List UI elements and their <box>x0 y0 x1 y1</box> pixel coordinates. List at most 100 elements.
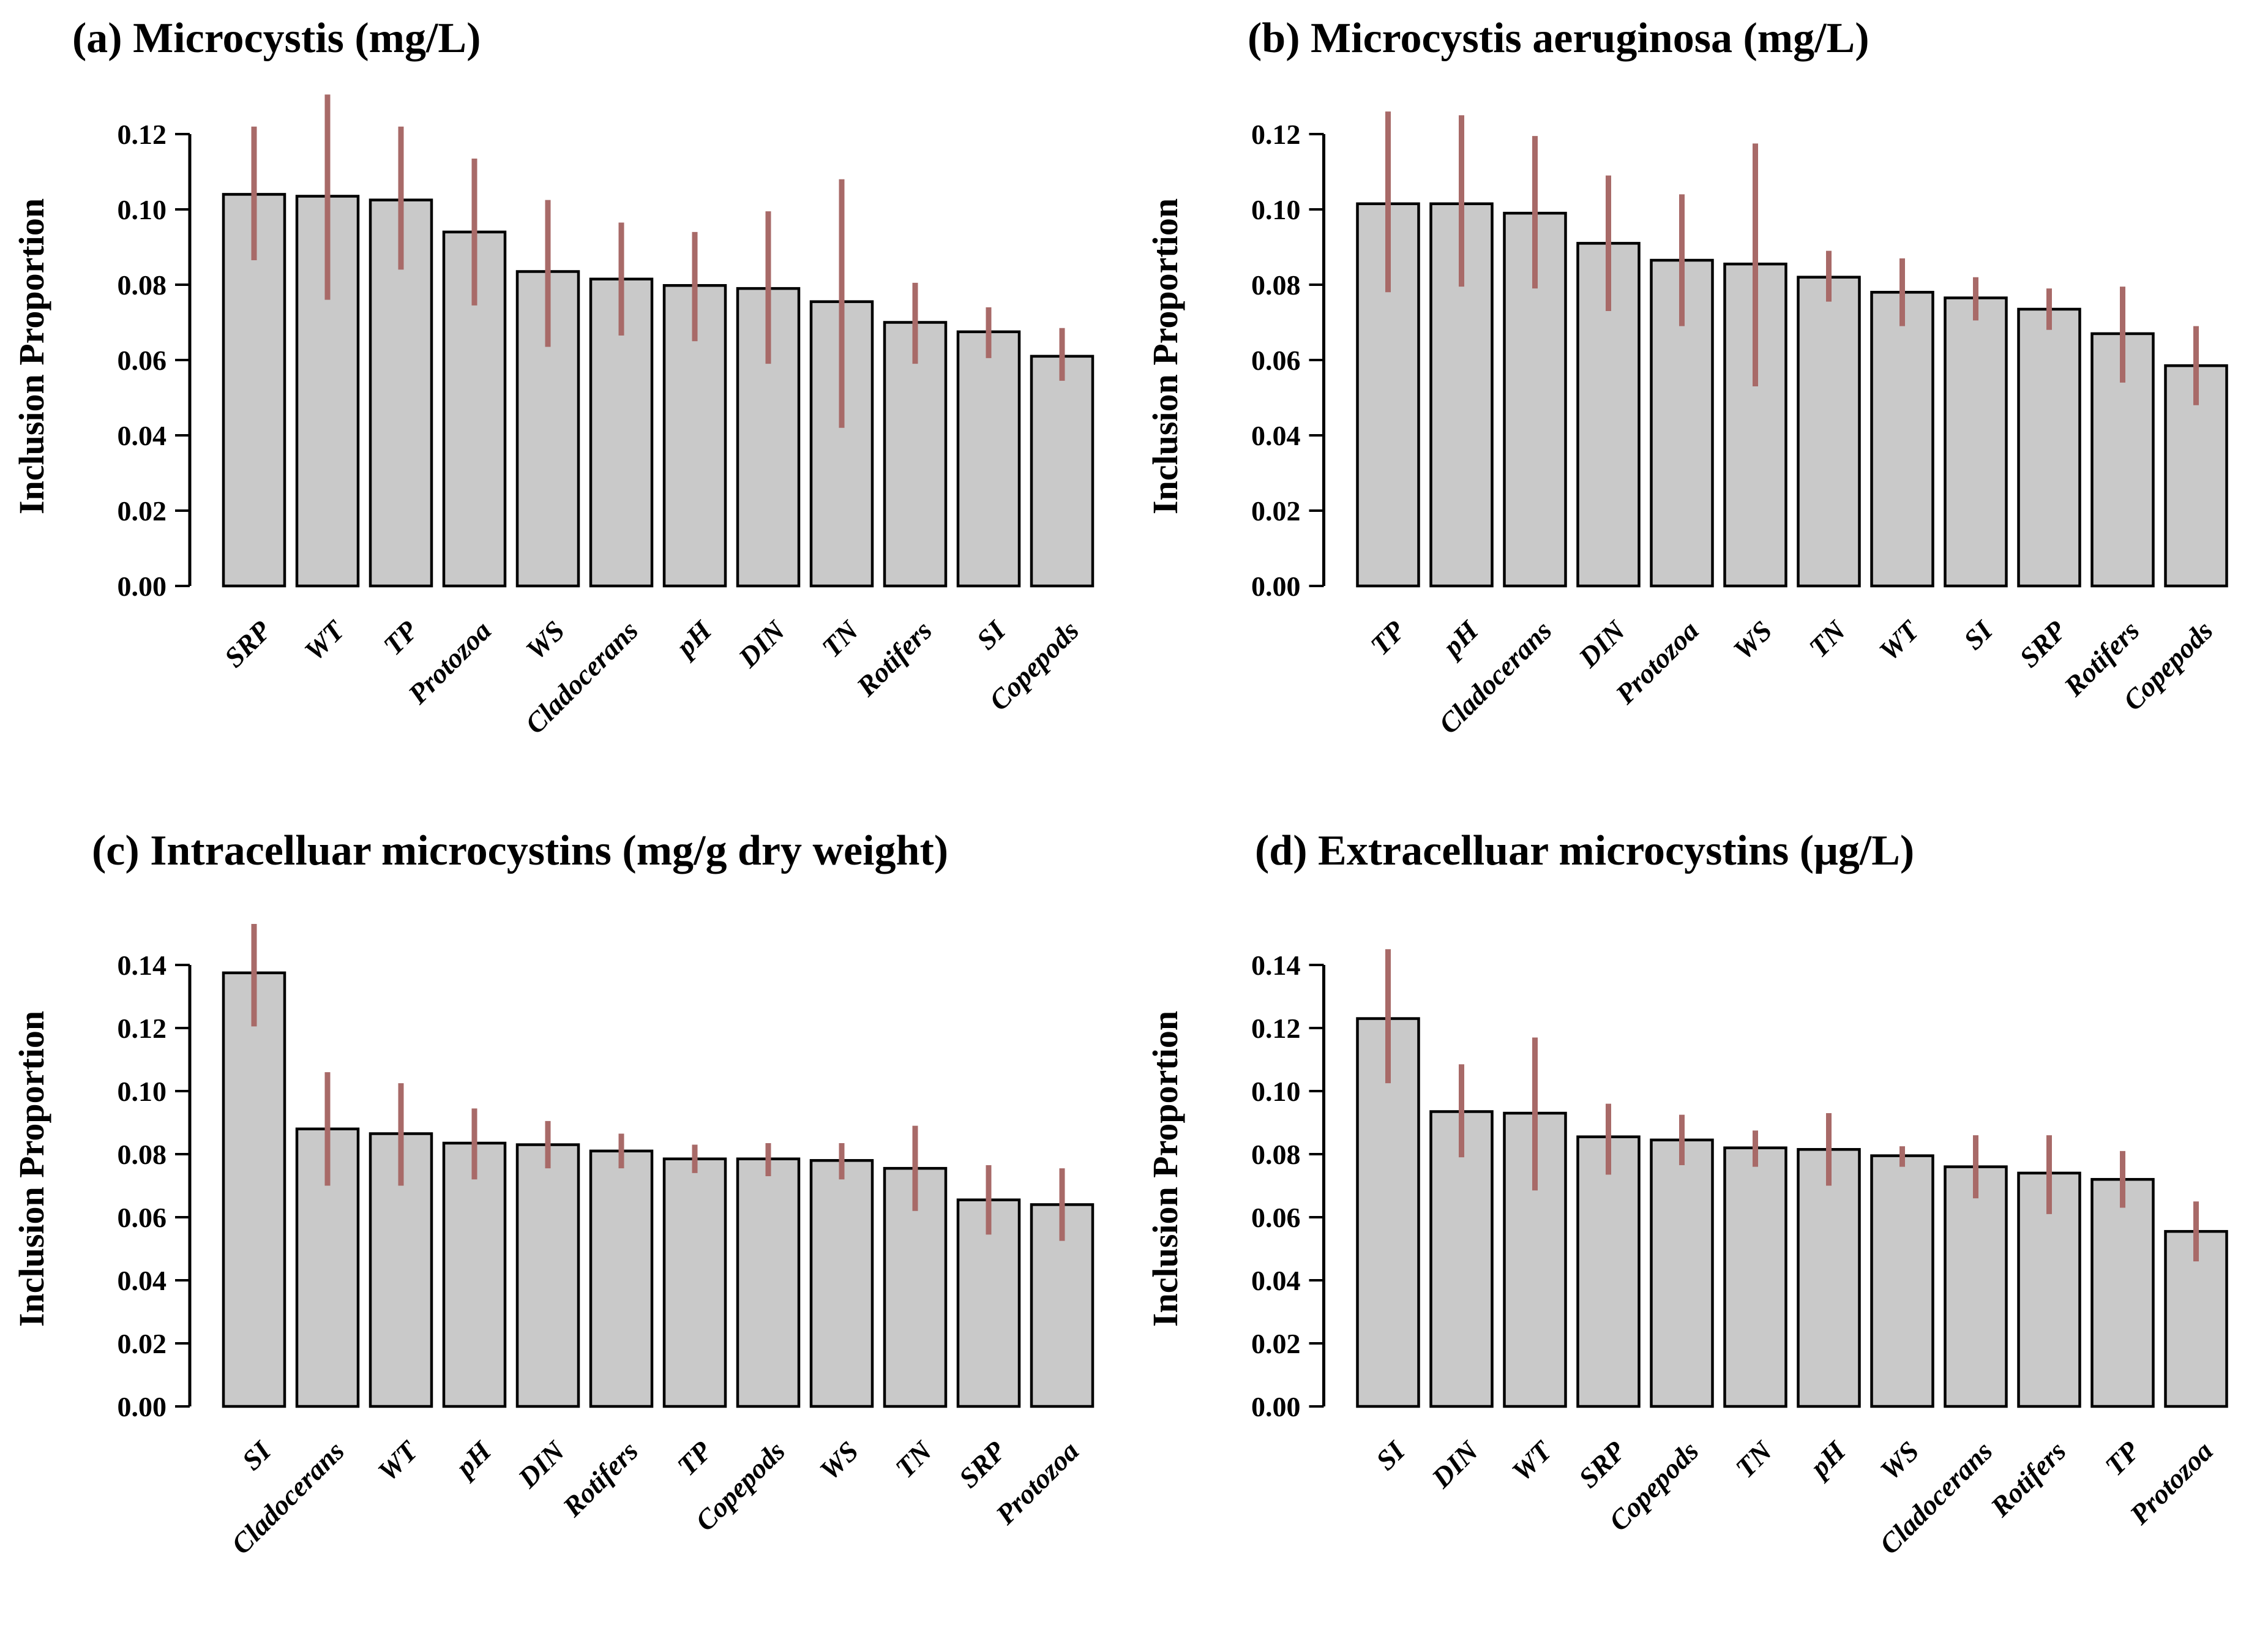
x-category-label: WT <box>1506 1435 1559 1487</box>
bar <box>883 321 948 588</box>
x-category-label: Rotifers <box>850 615 938 702</box>
bar <box>1429 1110 1494 1408</box>
y-tick-label: 0.00 <box>118 571 167 602</box>
bar <box>1030 355 1095 588</box>
x-category-label: TP <box>2099 1435 2146 1481</box>
x-category-label: SI <box>1370 1435 1412 1476</box>
x-category-label: WT <box>298 614 351 667</box>
x-category-label: WS <box>520 615 571 666</box>
y-tick-label: 0.06 <box>1251 1202 1301 1233</box>
x-category-label: TN <box>1729 1435 1779 1484</box>
x-category-label: WT <box>372 1435 424 1487</box>
x-category-label: Protozoa <box>402 615 497 710</box>
x-category-label: WS <box>1727 615 1778 666</box>
x-category-label: Protozoa <box>989 1435 1085 1531</box>
y-tick-label: 0.02 <box>118 495 167 527</box>
bar <box>662 1157 727 1408</box>
bar <box>809 300 874 588</box>
panel-c: (c) Intracelluar microcystins (mg/g dry … <box>0 812 1134 1625</box>
bar <box>1797 1148 1861 1408</box>
x-category-label: WS <box>814 1435 864 1486</box>
bar <box>1944 1165 2008 1408</box>
x-category-label: TP <box>1364 614 1411 661</box>
bar <box>2017 307 2081 588</box>
panel-c-chart: 0.000.020.040.060.080.100.120.14SICladoc… <box>118 924 1095 1560</box>
y-tick-label: 0.08 <box>1251 1139 1301 1170</box>
bar <box>736 1157 801 1408</box>
x-category-label: TN <box>1803 614 1852 664</box>
x-category-label: SRP <box>952 1435 1011 1493</box>
panel-d-title: (d) Extracelluar microcystins (μg/L) <box>1255 827 1915 874</box>
y-tick-label: 0.10 <box>118 194 167 225</box>
panel-a: (a) Microcystis (mg/L) Inclusion Proport… <box>0 0 1134 812</box>
x-category-label: pH <box>448 1435 498 1484</box>
x-category-label: SRP <box>2013 614 2072 673</box>
x-category-label: WS <box>1874 1435 1925 1486</box>
y-tick-label: 0.08 <box>118 1139 167 1170</box>
y-tick-label: 0.04 <box>1251 1265 1301 1296</box>
x-category-label: DIN <box>732 614 792 674</box>
x-category-label: SRP <box>1573 1435 1631 1493</box>
bar <box>222 971 286 1408</box>
panel-c-title: (c) Intracelluar microcystins (mg/g dry … <box>92 827 949 874</box>
y-tick-label: 0.00 <box>1251 571 1301 602</box>
x-category-label: pH <box>1435 614 1484 664</box>
x-category-label: DIN <box>512 1435 572 1495</box>
bar <box>1797 276 1861 588</box>
y-tick-label: 0.14 <box>1251 950 1301 981</box>
bar <box>1870 291 1934 588</box>
x-category-label: TN <box>816 614 866 664</box>
panel-d: (d) Extracelluar microcystins (μg/L) Inc… <box>1134 812 2268 1625</box>
y-tick-label: 0.10 <box>1251 1076 1301 1107</box>
y-tick-label: 0.08 <box>118 269 167 301</box>
bar <box>1944 296 2008 588</box>
x-category-label: WT <box>1873 614 1926 667</box>
x-category-label: SI <box>1958 614 1999 656</box>
y-tick-label: 0.06 <box>1251 345 1301 376</box>
x-category-label: TP <box>671 1435 717 1481</box>
y-tick-label: 0.04 <box>118 420 167 451</box>
x-category-label: Rotifers <box>1984 1435 2072 1523</box>
y-tick-label: 0.12 <box>1251 119 1301 150</box>
y-tick-label: 0.06 <box>118 345 167 376</box>
y-tick-label: 0.04 <box>118 1265 167 1296</box>
x-category-label: DIN <box>1425 1435 1485 1495</box>
panel-b: (b) Microcystis aeruginosa (mg/L) Inclus… <box>1134 0 2268 812</box>
panel-a-chart: 0.00 0.02 0.04 0.06 0.08 0.10 0.12 SRP WT TPProto… <box>118 94 1095 740</box>
y-tick-label: 0.12 <box>118 1013 167 1044</box>
bar <box>589 1149 654 1408</box>
x-category-label: pH <box>1802 1435 1852 1484</box>
bar <box>515 1143 580 1408</box>
y-tick-label: 0.02 <box>1251 495 1301 527</box>
bar <box>956 330 1021 588</box>
bar <box>442 1141 507 1408</box>
x-category-label: SI <box>970 614 1012 656</box>
y-tick-label: 0.10 <box>1251 194 1301 225</box>
x-category-label: Protozoa <box>2124 1435 2219 1531</box>
x-category-label: Rotifers <box>556 1435 644 1523</box>
y-tick-label: 0.02 <box>1251 1328 1301 1359</box>
y-tick-label: 0.08 <box>1251 269 1301 301</box>
y-tick-label: 0.00 <box>118 1391 167 1422</box>
x-category-label: pH <box>668 614 718 664</box>
y-tick-label: 0.12 <box>1251 1013 1301 1044</box>
x-category-label: TP <box>377 614 424 661</box>
x-category-label: TN <box>889 1435 939 1484</box>
y-tick-label: 0.10 <box>118 1076 167 1107</box>
x-category-label: Protozoa <box>1609 615 1705 710</box>
x-category-label: DIN <box>1572 614 1632 674</box>
bar <box>2090 1177 2155 1408</box>
bar <box>1576 1135 1641 1408</box>
bar <box>1723 1146 1787 1408</box>
bar <box>1870 1154 1934 1408</box>
panel-a-title: (a) Microcystis (mg/L) <box>72 15 481 62</box>
bar <box>956 1198 1021 1408</box>
x-category-label: SI <box>236 1435 277 1476</box>
panel-d-chart: 0.00 0.02 0.04 0.06 0.08 0.10 0.12 0.14 SI DIN WT S… <box>1251 949 2228 1560</box>
y-tick-label: 0.06 <box>118 1202 167 1233</box>
bar <box>809 1159 874 1408</box>
y-tick-label: 0.04 <box>1251 420 1301 451</box>
bar <box>1650 1138 1714 1408</box>
